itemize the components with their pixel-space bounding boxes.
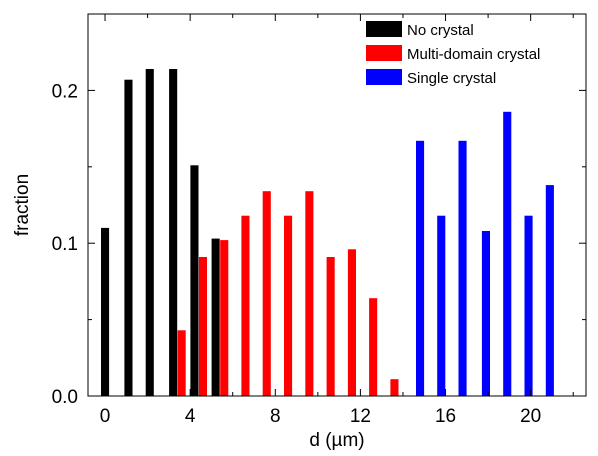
bar-single-crystal-4 xyxy=(503,111,512,397)
bar-single-crystal-5 xyxy=(524,215,533,396)
bar-multi-domain-crystal-2 xyxy=(220,240,229,396)
x-axis-title: d (µm) xyxy=(309,430,364,451)
bar-single-crystal-2 xyxy=(458,140,467,396)
x-tick-label: 20 xyxy=(520,406,541,427)
bar-multi-domain-crystal-1 xyxy=(198,257,207,396)
bar-no-crystal-5 xyxy=(211,238,220,396)
bar-single-crystal-1 xyxy=(437,215,446,396)
bars-layer xyxy=(101,69,554,397)
legend-swatch-no-crystal xyxy=(366,21,402,37)
legend-swatch-single-crystal xyxy=(366,69,402,85)
y-tick-label: 0.0 xyxy=(52,387,78,408)
legend-label-no-crystal: No crystal xyxy=(407,22,474,39)
bar-single-crystal-6 xyxy=(545,185,554,396)
bar-no-crystal-4 xyxy=(190,165,199,396)
bar-single-crystal-3 xyxy=(481,231,490,396)
x-tick-label: 12 xyxy=(350,406,371,427)
y-axis-title: fraction xyxy=(12,174,33,236)
bar-no-crystal-3 xyxy=(169,69,178,396)
bar-multi-domain-crystal-0 xyxy=(177,330,186,396)
bar-multi-domain-crystal-6 xyxy=(305,191,314,396)
bar-no-crystal-2 xyxy=(145,69,154,396)
ticks-layer: 0 4 8 12 16 20 0.0 0.1 0.2 xyxy=(52,13,586,427)
x-tick-label: 4 xyxy=(185,406,196,427)
legend-swatch-multi-domain-crystal xyxy=(366,45,402,61)
legend-label-multi-domain-crystal: Multi-domain crystal xyxy=(407,46,540,63)
bar-multi-domain-crystal-9 xyxy=(369,298,378,396)
x-tick-label: 8 xyxy=(270,406,281,427)
bar-no-crystal-1 xyxy=(124,79,133,396)
bar-multi-domain-crystal-4 xyxy=(262,191,271,396)
x-tick-label: 0 xyxy=(100,406,111,427)
bar-multi-domain-crystal-3 xyxy=(241,215,250,396)
bar-no-crystal-0 xyxy=(101,227,110,396)
plot-frame xyxy=(87,13,587,397)
bar-multi-domain-crystal-5 xyxy=(284,215,293,396)
y-tick-label: 0.2 xyxy=(52,81,78,102)
x-tick-label: 16 xyxy=(435,406,456,427)
y-tick-label: 0.1 xyxy=(52,234,78,255)
legend-label-single-crystal: Single crystal xyxy=(407,70,496,87)
legend: No crystal Multi-domain crystal Single c… xyxy=(366,21,540,87)
bar-multi-domain-crystal-10 xyxy=(390,379,399,396)
bar-multi-domain-crystal-8 xyxy=(347,249,356,396)
bar-single-crystal-0 xyxy=(416,140,425,396)
bar-multi-domain-crystal-7 xyxy=(326,257,335,396)
